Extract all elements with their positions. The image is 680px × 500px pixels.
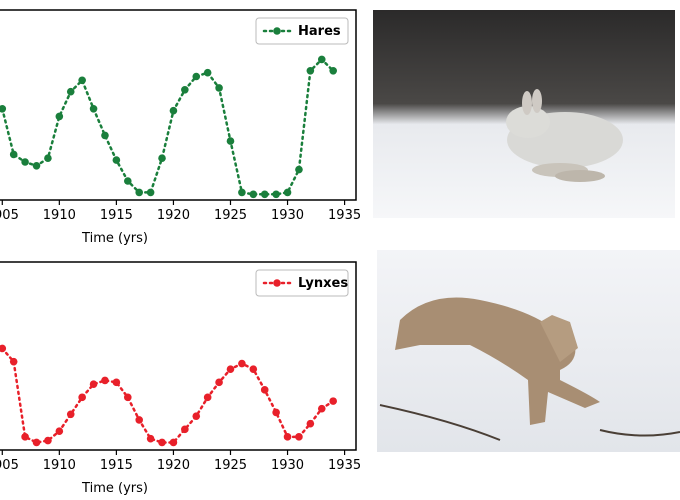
data-point <box>101 376 109 385</box>
data-point <box>158 154 166 162</box>
data-point <box>101 131 109 140</box>
x-tick-label: 1910 <box>43 208 76 223</box>
data-point <box>135 188 144 197</box>
legend-marker <box>273 279 281 287</box>
x-tick-label: 1905 <box>0 458 19 473</box>
data-point <box>66 87 75 96</box>
data-point <box>181 86 189 94</box>
data-point <box>44 436 52 445</box>
data-point <box>89 105 98 113</box>
series-line <box>1 57 335 196</box>
data-point <box>32 438 41 447</box>
data-point <box>0 105 7 113</box>
x-tick-label: 1925 <box>214 458 247 473</box>
data-point <box>317 404 326 413</box>
hare-photo <box>373 10 675 218</box>
data-point <box>226 137 235 145</box>
data-point <box>192 72 201 81</box>
legend-label: Hares <box>298 24 341 39</box>
x-tick-label: 1930 <box>271 208 304 223</box>
data-point <box>9 357 18 366</box>
data-point <box>317 55 326 64</box>
chart: 1905 1910 1915 1920 1925 1930 1935 Time (yrs) Ha… <box>0 9 361 246</box>
data-point <box>272 190 280 199</box>
data-point <box>169 438 178 447</box>
data-point <box>158 438 166 447</box>
data-point <box>283 433 292 441</box>
data-point <box>0 344 7 353</box>
x-tick-label: 1935 <box>328 208 361 223</box>
data-point <box>135 416 144 424</box>
data-point <box>146 434 155 443</box>
data-point <box>272 408 280 417</box>
data-point <box>203 393 212 402</box>
data-point <box>44 154 52 162</box>
lynx-photo <box>377 250 680 452</box>
data-point <box>329 397 337 405</box>
data-point <box>78 393 86 402</box>
data-point <box>249 365 258 373</box>
data-point <box>203 68 212 77</box>
data-point <box>329 67 337 75</box>
series-line <box>1 347 335 444</box>
x-tick-label: 1915 <box>100 458 133 473</box>
data-point <box>123 177 132 185</box>
data-point <box>89 380 98 389</box>
legend-box <box>255 269 349 297</box>
data-point <box>21 158 29 166</box>
x-tick-label: 1915 <box>100 208 133 223</box>
data-point <box>123 393 132 402</box>
data-point <box>55 112 64 121</box>
data-point <box>112 156 121 164</box>
data-point <box>260 386 269 394</box>
data-point <box>55 427 64 436</box>
data-point <box>32 162 41 170</box>
x-axis-label: Time (yrs) <box>81 481 148 496</box>
data-point <box>306 419 315 428</box>
data-point <box>181 425 189 434</box>
data-point <box>192 412 201 420</box>
legend-box <box>255 17 349 45</box>
data-point <box>169 106 178 115</box>
x-axis-label: Time (yrs) <box>81 231 148 246</box>
x-tick-label: 1930 <box>271 458 304 473</box>
data-point <box>215 378 223 387</box>
x-tick-label: 1905 <box>0 208 19 223</box>
data-point <box>112 378 121 387</box>
data-point <box>249 190 258 199</box>
data-point <box>9 150 18 159</box>
charts: 1905 1910 1915 1920 1925 1930 1935 Time (yrs) Ha… <box>0 9 361 496</box>
x-tick-label: 1925 <box>214 208 247 223</box>
data-point <box>21 433 29 441</box>
x-tick-label: 1935 <box>328 458 361 473</box>
data-point <box>238 188 246 197</box>
data-point <box>295 433 303 441</box>
legend-label: Lynxes <box>298 276 348 291</box>
x-tick-label: 1920 <box>157 208 190 223</box>
data-point <box>306 67 315 75</box>
chart: 1905 1910 1915 1920 1925 1930 1935 Time (yrs) Ly… <box>0 261 361 496</box>
legend-marker <box>273 27 281 35</box>
data-point <box>215 84 223 92</box>
data-point <box>283 188 292 197</box>
data-point <box>260 190 269 199</box>
data-point <box>66 410 75 419</box>
data-point <box>78 76 86 85</box>
data-point <box>238 359 246 368</box>
data-point <box>295 165 303 174</box>
data-point <box>226 365 235 373</box>
data-point <box>146 188 155 197</box>
x-tick-label: 1910 <box>43 458 76 473</box>
x-tick-label: 1920 <box>157 458 190 473</box>
